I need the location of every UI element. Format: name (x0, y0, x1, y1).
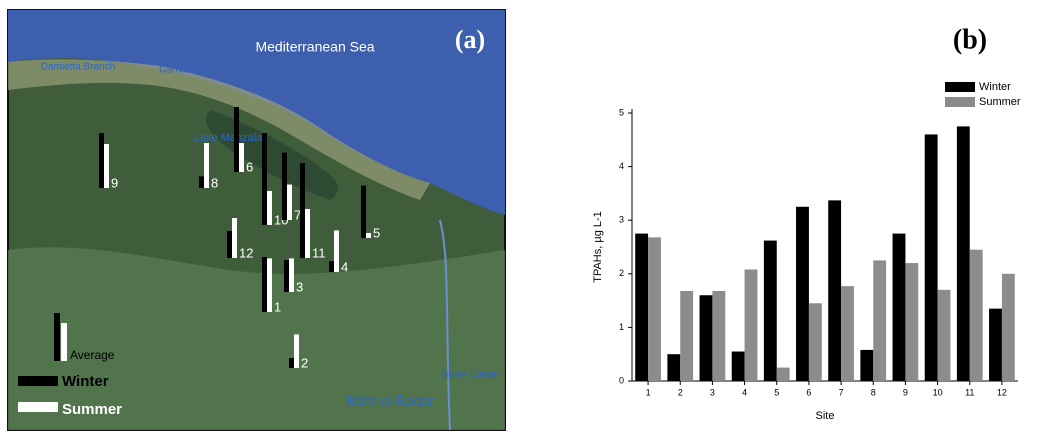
bar (841, 286, 854, 381)
bar (828, 200, 841, 381)
average-winter-sample (54, 313, 60, 361)
bar (989, 309, 1002, 381)
map-bar (267, 258, 272, 312)
x-tick-label: 10 (933, 387, 943, 397)
map-bar (262, 257, 267, 312)
bar (860, 350, 873, 381)
place-label: Damietta Branch (41, 62, 115, 73)
legend-swatch (945, 82, 975, 92)
map-bar (361, 186, 366, 238)
map-bar (289, 358, 294, 368)
site-label: 6 (246, 159, 253, 174)
place-label: Gamasa (159, 65, 197, 76)
bar (712, 291, 725, 381)
x-tick-label: 7 (839, 387, 844, 397)
panel-label: (a) (455, 25, 485, 54)
bar (648, 237, 661, 381)
x-tick-label: 9 (903, 387, 908, 397)
x-tick-label: 11 (965, 387, 974, 397)
x-axis-label: Site (816, 410, 835, 422)
bar (764, 241, 777, 381)
site-label: 5 (373, 225, 380, 240)
y-tick-label: 0 (619, 375, 624, 385)
bar (809, 303, 822, 381)
map-bar (204, 143, 209, 188)
x-tick-label: 5 (774, 387, 779, 397)
site-label: 3 (296, 279, 303, 294)
bar (905, 263, 918, 381)
bar (732, 352, 745, 381)
x-tick-label: 1 (646, 387, 651, 397)
bar (1002, 274, 1015, 381)
map-bar (289, 258, 294, 292)
map-bar (287, 185, 292, 220)
place-label: Lake Manzala (194, 132, 263, 144)
y-axis-label: TPAHs, µg L-1 (592, 211, 604, 283)
x-tick-label: 4 (742, 387, 747, 397)
map-bar (334, 230, 339, 272)
x-tick-label: 8 (871, 387, 876, 397)
bar (745, 270, 758, 381)
bar (938, 290, 951, 381)
x-tick-label: 3 (710, 387, 715, 397)
average-summer-sample (61, 323, 67, 361)
bar (777, 368, 790, 381)
map-bar (234, 107, 239, 172)
site-label: 9 (111, 175, 118, 190)
legend-label: Winter (62, 373, 109, 390)
bar (873, 260, 886, 381)
bar (667, 354, 680, 381)
legend-swatch (945, 97, 975, 107)
bar (680, 291, 693, 381)
map-bar (227, 231, 232, 258)
site-label: 4 (341, 259, 348, 274)
panel-label: (b) (953, 24, 987, 55)
map-bar (239, 143, 244, 172)
place-label: Suez Canal (442, 369, 499, 381)
site-label: 1 (274, 299, 281, 314)
y-tick-label: 3 (619, 215, 624, 225)
average-label: Average (70, 348, 115, 362)
x-tick-label: 2 (678, 387, 683, 397)
site-label: 8 (211, 175, 218, 190)
place-label: Bahr-el-Baqar (346, 393, 433, 409)
legend-label: Summer (62, 401, 122, 418)
map-bar (199, 176, 204, 188)
bar (700, 295, 713, 381)
map-bar (366, 233, 371, 238)
map-panel: (a) Mediterranean Sea Damietta Branch Ga… (8, 10, 505, 430)
map-bar (284, 260, 289, 292)
figure: (a) Mediterranean Sea Damietta Branch Ga… (0, 0, 1046, 437)
legend-swatch (18, 402, 58, 412)
bar (796, 207, 809, 381)
bar (635, 234, 648, 381)
y-tick-label: 4 (619, 161, 624, 171)
map-bar (262, 133, 267, 225)
y-tick-label: 5 (619, 107, 624, 117)
y-tick-label: 2 (619, 268, 624, 278)
site-label: 2 (301, 355, 308, 370)
bar (893, 234, 906, 381)
bar (925, 134, 938, 381)
legend-label: Summer (979, 96, 1021, 108)
map-bar (267, 191, 272, 225)
bar (957, 126, 970, 381)
map-bar (282, 153, 287, 220)
x-tick-label: 6 (806, 387, 811, 397)
map-bar (329, 261, 334, 272)
sea-label: Mediterranean Sea (255, 39, 374, 55)
y-tick-label: 1 (619, 322, 624, 332)
map-bar (104, 144, 109, 188)
site-label: 11 (312, 245, 326, 260)
map-bar (294, 334, 299, 368)
map-bar (232, 218, 237, 258)
site-label: 12 (239, 245, 253, 260)
legend-swatch (18, 376, 58, 386)
bar (970, 250, 983, 381)
legend-label: Winter (979, 81, 1011, 93)
map-bar (305, 209, 310, 258)
x-tick-label: 12 (997, 387, 1007, 397)
map-bar (300, 163, 305, 258)
map-bar (99, 133, 104, 188)
